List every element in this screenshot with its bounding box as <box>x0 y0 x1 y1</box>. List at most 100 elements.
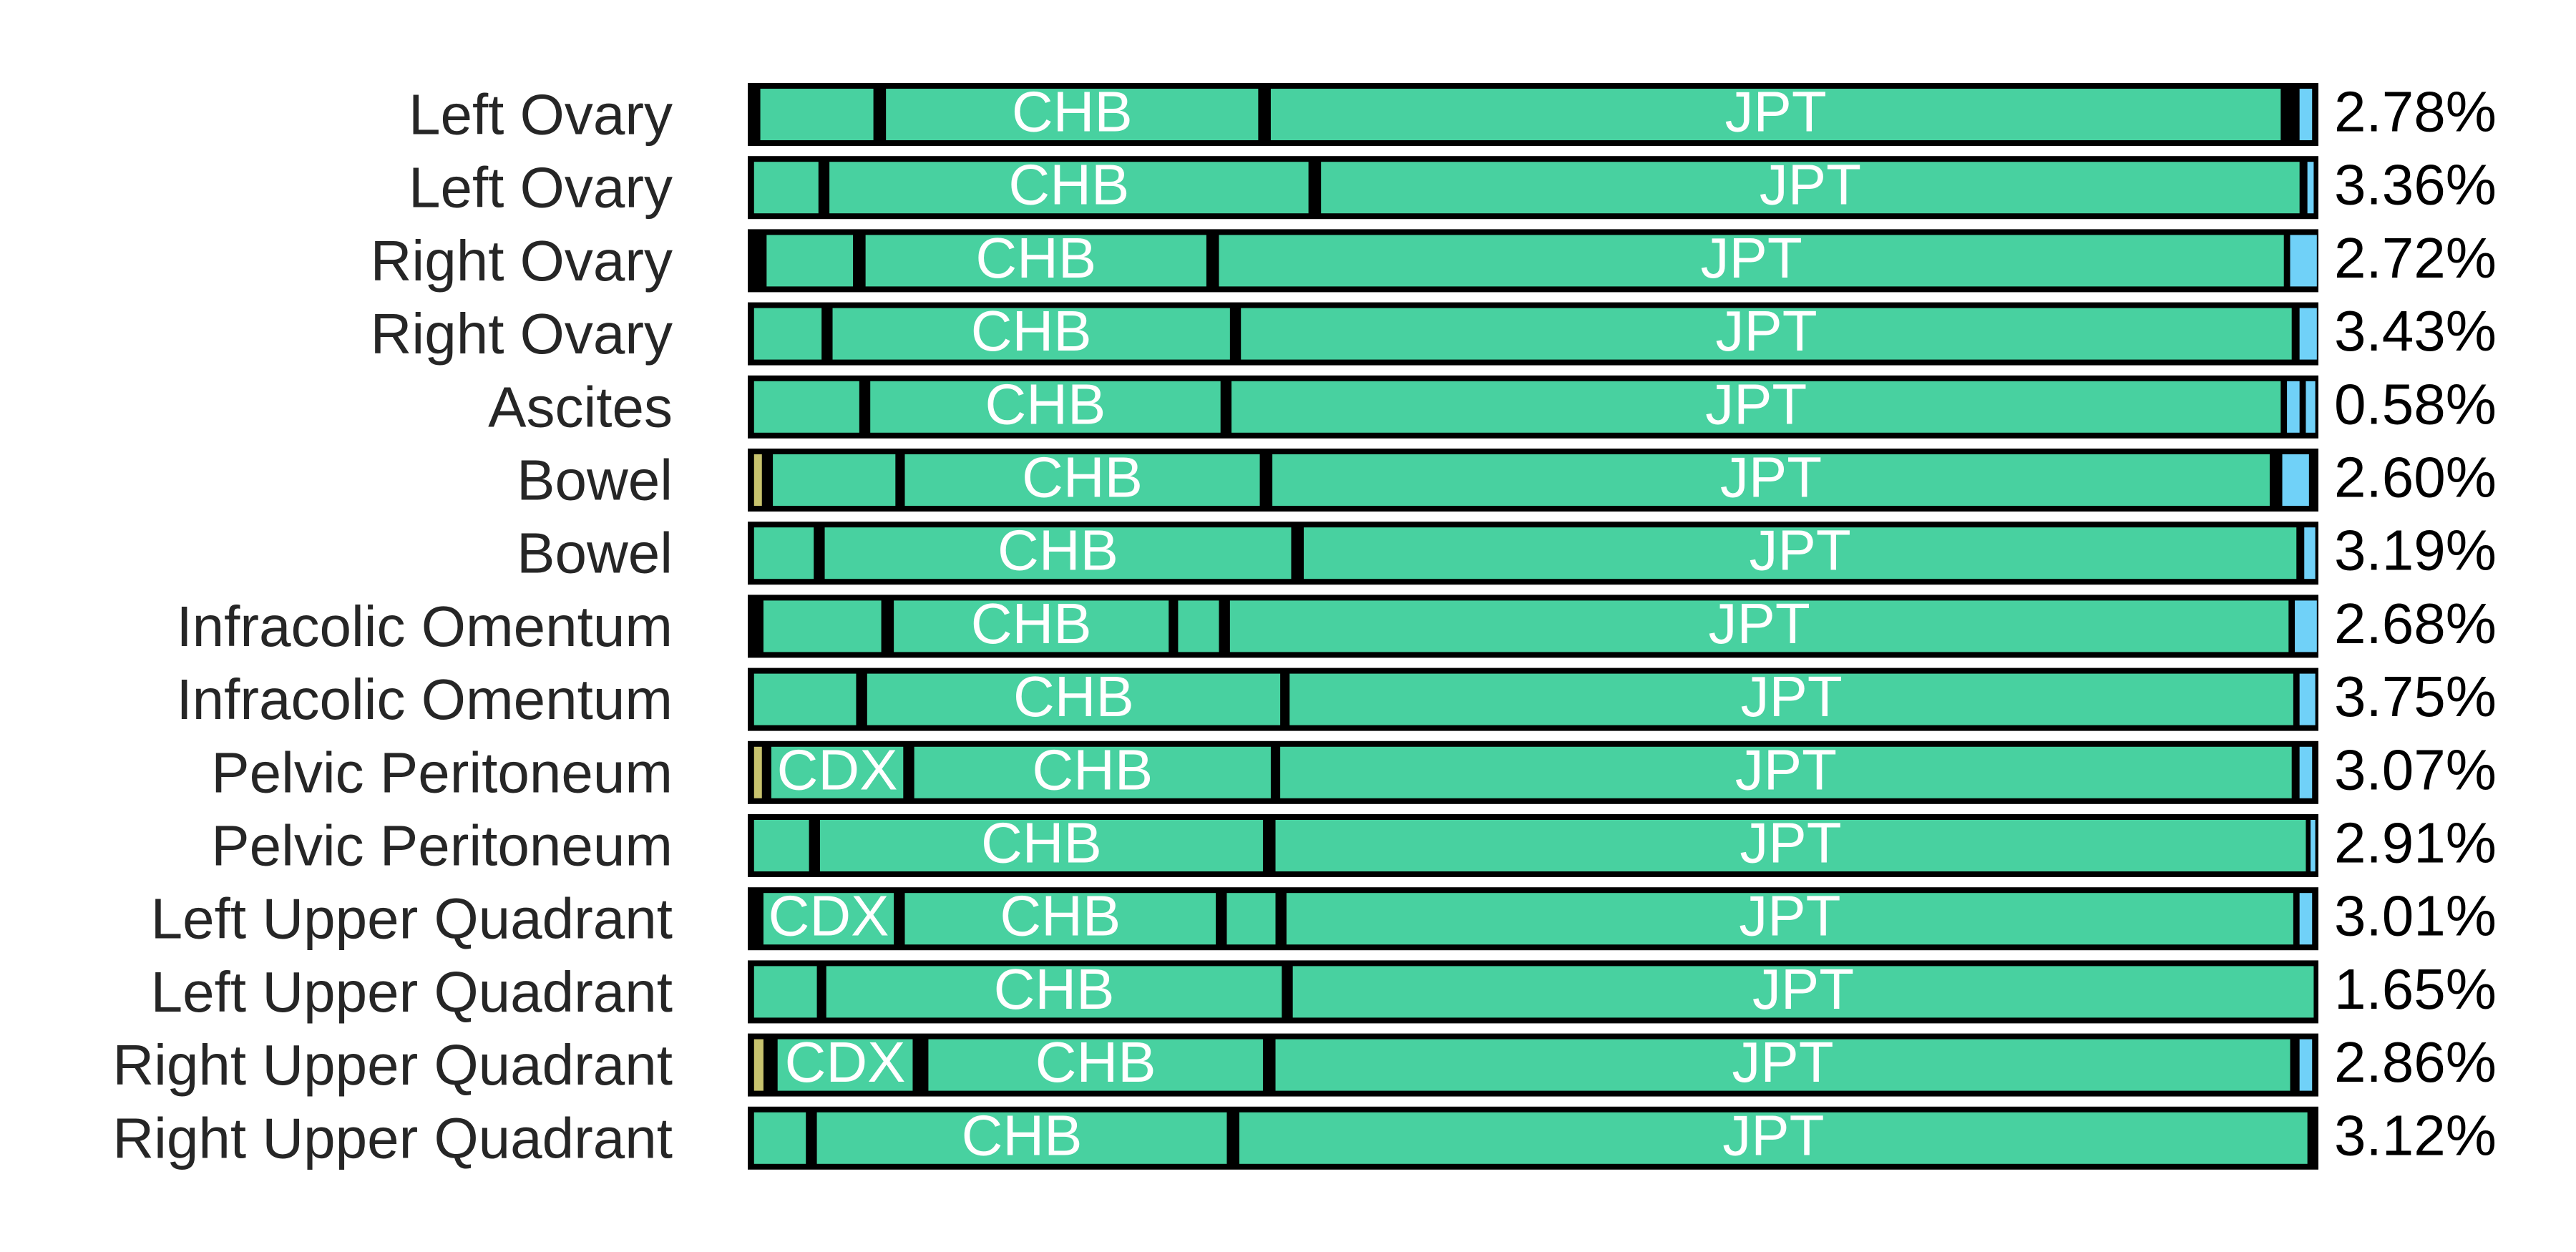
bar-segment <box>824 527 1292 579</box>
row-value-label: 2.68% <box>2334 592 2497 655</box>
segment-label: JPT <box>1740 665 1842 728</box>
bar-row: Right Ovary CHB JPT 2.72% <box>371 226 2497 293</box>
row-label: Left Ovary <box>409 83 673 147</box>
bar-segment <box>2307 162 2314 214</box>
bar-segment <box>904 893 1216 945</box>
bar-segment <box>832 308 1230 360</box>
row-label: Right Ovary <box>371 302 673 366</box>
bar-segment <box>870 381 1221 433</box>
bar-row: Infracolic Omentum CHB JPT 2.68% <box>176 592 2496 658</box>
row-label: Right Upper Quadrant <box>112 1106 673 1170</box>
bar-segment <box>1275 820 2306 871</box>
bar-row: Bowel CHB JPT 3.19% <box>517 519 2497 585</box>
bar-segment <box>2311 820 2316 871</box>
segment-label: JPT <box>1735 738 1837 801</box>
bar-row: Left Upper Quadrant CHB JPT 1.65% <box>151 957 2497 1024</box>
bar-segment <box>2299 308 2317 360</box>
bar-segment <box>2306 381 2316 433</box>
bar-row: Left Ovary CHB JPT 2.78% <box>409 80 2497 147</box>
segment-label: CHB <box>981 811 1102 875</box>
row-value-label: 3.36% <box>2334 153 2497 217</box>
row-value-label: 2.91% <box>2334 811 2497 875</box>
row-label: Pelvic Peritoneum <box>211 740 673 804</box>
row-value-label: 3.19% <box>2334 519 2497 582</box>
bar-segment <box>904 454 1260 506</box>
bar-segment <box>928 1039 1263 1091</box>
bar-segment <box>1280 746 2292 798</box>
row-label: Bowel <box>517 522 673 585</box>
segment-label: CHB <box>1013 665 1134 728</box>
bar-segment <box>2299 1039 2313 1091</box>
row-value-label: 3.75% <box>2334 665 2497 728</box>
bar-row: Bowel CHB JPT 2.60% <box>517 446 2497 512</box>
bar-segment <box>886 89 1259 140</box>
segment-label: CHB <box>985 372 1106 436</box>
bar-row: Right Upper Quadrant CDX CHB JPT 2.86% <box>112 1030 2497 1097</box>
chart-rows: Left Ovary CHB JPT 2.78% Left Ovary CHB JPT 3.3… <box>112 80 2497 1170</box>
segment-label: CDX <box>777 738 898 801</box>
bar-segment <box>1178 600 1219 652</box>
bar-segment <box>1270 89 2281 140</box>
segment-label: JPT <box>1752 957 1854 1021</box>
bar-row: Left Ovary CHB JPT 3.36% <box>409 153 2497 220</box>
bar-row: Left Upper Quadrant CDX CHB JPT 3.01% <box>151 884 2497 951</box>
row-value-label: 2.86% <box>2334 1030 2497 1094</box>
segment-label: JPT <box>1700 226 1802 290</box>
segment-label: CHB <box>1032 738 1153 801</box>
row-value-label: 0.58% <box>2334 372 2497 436</box>
bar-segment <box>826 966 1282 1018</box>
segment-label: CHB <box>1008 153 1129 217</box>
row-label: Right Ovary <box>371 229 673 293</box>
segment-label: JPT <box>1750 519 1851 582</box>
segment-label: JPT <box>1740 811 1841 875</box>
segment-label: JPT <box>1722 1103 1824 1167</box>
bar-segment <box>2287 381 2300 433</box>
row-value-label: 2.72% <box>2334 226 2497 290</box>
bar-segment <box>2290 235 2317 287</box>
row-value-label: 3.01% <box>2334 884 2497 948</box>
bar-segment <box>1304 527 2297 579</box>
segment-label: JPT <box>1739 884 1840 948</box>
segment-label: JPT <box>1720 446 1822 509</box>
segment-label: JPT <box>1725 80 1827 144</box>
bar-row: Infracolic Omentum CHB JPT 3.75% <box>176 665 2496 731</box>
bar-row: Pelvic Peritoneum CHB JPT 2.91% <box>211 811 2497 878</box>
row-value-label: 3.12% <box>2334 1103 2497 1167</box>
bar-segment <box>894 600 1169 652</box>
bar-segment <box>867 673 1281 725</box>
bar-segment <box>753 162 819 214</box>
bar-segment <box>1219 235 2284 287</box>
bar-segment <box>2299 746 2313 798</box>
bar-segment <box>1229 600 2289 652</box>
bar-segment <box>1226 893 1276 945</box>
segment-label: CDX <box>785 1030 906 1094</box>
row-value-label: 3.43% <box>2334 299 2497 363</box>
bar-segment <box>816 1112 1227 1164</box>
bar-segment <box>1239 1112 2308 1164</box>
bar-segment <box>2299 673 2316 725</box>
segment-label: CDX <box>769 884 889 948</box>
segment-label: JPT <box>1708 592 1810 655</box>
segment-label: CHB <box>1012 80 1133 144</box>
row-value-label: 2.78% <box>2334 80 2497 144</box>
bar-segment <box>1321 162 2300 214</box>
bar-row: Right Ovary CHB JPT 3.43% <box>371 299 2497 366</box>
bar-row: Pelvic Peritoneum CDX CHB JPT 3.07% <box>211 738 2497 804</box>
bar-row: Ascites CHB JPT 0.58% <box>488 372 2497 439</box>
bar-segment <box>829 162 1309 214</box>
row-label: Bowel <box>517 449 673 512</box>
bar-segment <box>753 308 822 360</box>
segment-label: CHB <box>975 226 1096 290</box>
segment-label: CHB <box>971 299 1092 363</box>
bar-segment <box>1286 893 2293 945</box>
segment-label: CHB <box>1035 1030 1156 1094</box>
segment-label: JPT <box>1732 1030 1833 1094</box>
bar-segment <box>753 1112 806 1164</box>
bar-segment <box>773 454 896 506</box>
segment-label: CHB <box>971 592 1092 655</box>
bar-segment <box>914 746 1271 798</box>
bar-segment <box>1275 1039 2290 1091</box>
bar-segment <box>763 600 882 652</box>
segment-label: CHB <box>997 519 1118 582</box>
row-label: Left Upper Quadrant <box>151 887 673 951</box>
